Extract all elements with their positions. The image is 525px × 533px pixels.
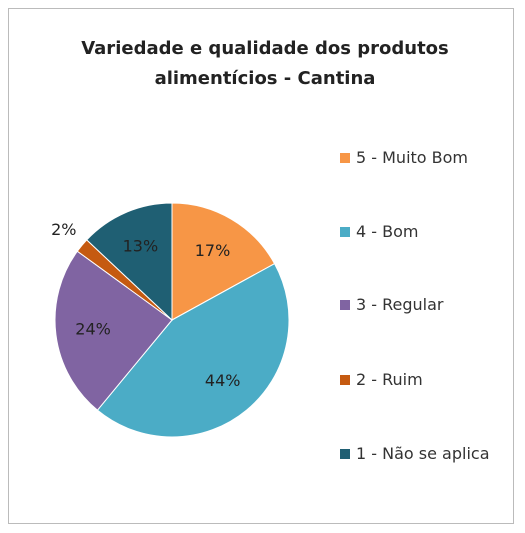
data-label: 2%	[51, 220, 76, 239]
legend-item: 3 - Regular	[340, 291, 490, 319]
legend-swatch	[340, 449, 350, 459]
chart-frame	[8, 8, 514, 524]
legend-item: 1 - Não se aplica	[340, 440, 490, 468]
legend-swatch	[340, 227, 350, 237]
pie-slice	[86, 202, 173, 322]
data-label: 13%	[123, 236, 159, 255]
legend-label: 1 - Não se aplica	[356, 444, 490, 463]
legend-swatch	[340, 300, 350, 310]
legend-swatch	[340, 153, 350, 163]
legend-label: 4 - Bom	[356, 222, 419, 241]
legend-swatch	[340, 375, 350, 385]
data-label: 44%	[205, 371, 241, 390]
pie-slice	[96, 262, 290, 438]
chart-title: Variedade e qualidade dos produtos alime…	[81, 38, 449, 89]
legend-item: 5 - Muito Bom	[340, 144, 490, 172]
pie-slice	[54, 250, 173, 411]
legend-label: 2 - Ruim	[356, 370, 423, 389]
legend-item: 4 - Bom	[340, 218, 490, 246]
legend-label: 5 - Muito Bom	[356, 148, 469, 167]
data-label: 17%	[195, 241, 231, 260]
legend-label: 3 - Regular	[356, 295, 444, 314]
pie-slice	[171, 202, 276, 321]
legend-item: 2 - Ruim	[340, 366, 490, 394]
data-label: 24%	[75, 319, 111, 338]
